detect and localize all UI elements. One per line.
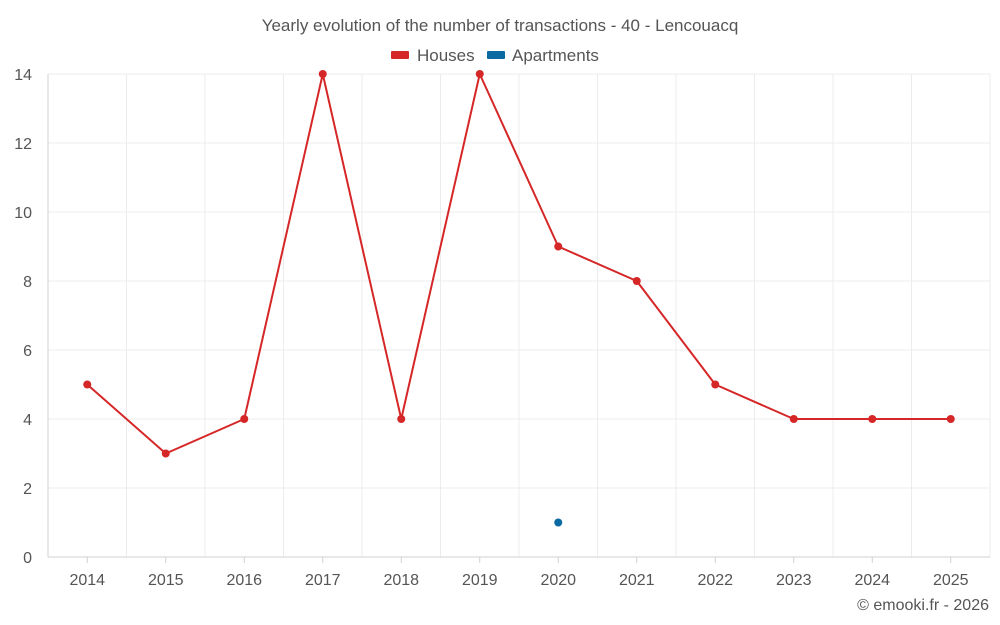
legend: Houses Apartments <box>391 46 599 65</box>
data-point-houses <box>711 380 720 389</box>
x-tick-label: 2019 <box>462 572 498 589</box>
grid <box>47 73 991 557</box>
x-tick-label: 2020 <box>540 572 576 589</box>
data-point-houses <box>161 449 170 458</box>
x-tick-label: 2017 <box>305 572 341 589</box>
x-tick-label: 2025 <box>933 572 969 589</box>
y-tick-label: 14 <box>14 67 32 84</box>
data-point-houses <box>789 415 798 423</box>
data-point-houses <box>83 380 92 389</box>
series-houses <box>83 70 955 458</box>
data-point-houses <box>554 242 563 251</box>
x-tick-label: 2014 <box>69 572 105 589</box>
x-tick-label: 2018 <box>383 572 419 589</box>
x-tick-label: 2024 <box>854 572 890 589</box>
data-point-houses <box>475 70 484 78</box>
series <box>83 70 955 527</box>
y-tick-label: 2 <box>23 481 32 498</box>
x-tick-label: 2021 <box>619 572 655 589</box>
y-tick-label: 0 <box>23 550 32 567</box>
data-point-houses <box>397 415 406 423</box>
legend-swatch-houses <box>391 51 409 59</box>
x-tick-label: 2016 <box>226 572 262 589</box>
legend-item-apartments[interactable]: Apartments <box>487 46 599 65</box>
series-line-houses <box>86 73 951 455</box>
x-tick-label: 2023 <box>776 572 812 589</box>
legend-label-apartments: Apartments <box>512 46 599 65</box>
legend-item-houses[interactable]: Houses <box>391 46 475 65</box>
data-point-houses <box>632 277 641 285</box>
y-tick-label: 8 <box>23 274 32 291</box>
data-point-houses <box>240 415 249 423</box>
axes: 0 2 4 6 8 10 12 14 2014 2015 2016 2017 2018 2019 2020 2… <box>14 67 990 589</box>
chart-title: Yearly evolution of the number of transa… <box>262 16 739 35</box>
data-point-apartments <box>554 518 563 527</box>
data-point-houses <box>318 70 327 78</box>
y-tick-label: 6 <box>23 343 32 360</box>
legend-swatch-apartments <box>487 51 505 59</box>
y-tick-label: 4 <box>23 412 32 429</box>
data-point-houses <box>946 415 955 423</box>
legend-label-houses: Houses <box>417 46 475 65</box>
y-tick-label: 10 <box>14 205 32 222</box>
series-apartments <box>554 518 563 527</box>
x-tick-label: 2015 <box>148 572 184 589</box>
x-tick-label: 2022 <box>697 572 733 589</box>
y-tick-label: 12 <box>14 136 32 153</box>
credit-text: © emooki.fr - 2026 <box>857 597 989 614</box>
data-point-houses <box>868 415 877 423</box>
